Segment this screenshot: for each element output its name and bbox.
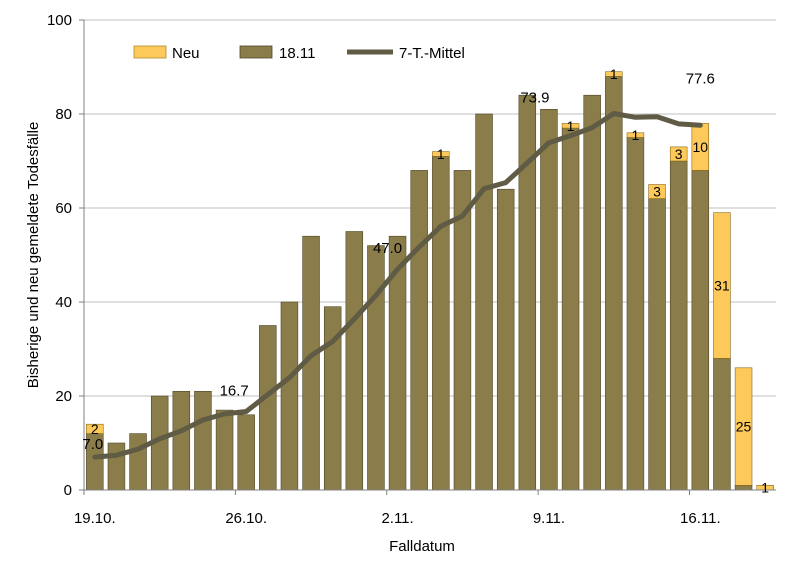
y-tick-label: 100 (47, 12, 72, 29)
bar-previous (172, 390, 191, 491)
legend-label-old: 18.11 (279, 45, 315, 62)
bar-previous (410, 170, 428, 491)
x-axis-title: Falldatum (389, 538, 455, 555)
moving-average-polyline (92, 111, 703, 460)
bar-new-label: 10 (693, 139, 709, 155)
bar-previous (648, 198, 666, 491)
bar-previous (432, 156, 450, 491)
y-tick-label: 80 (55, 106, 72, 123)
bar-previous (540, 109, 558, 491)
bar-new-label: 31 (714, 278, 730, 294)
legend-swatch-old (239, 45, 273, 59)
bar-previous (194, 390, 212, 491)
bar-previous (215, 409, 234, 491)
bar-new (713, 212, 731, 359)
bars (86, 71, 774, 491)
y-tick-label: 60 (55, 200, 72, 217)
legend-label-line: 7-T.-Mittel (399, 45, 465, 62)
bar-new-label: 25 (736, 419, 752, 435)
x-tick-label: 2.11. (381, 510, 413, 527)
bar-previous (605, 76, 623, 491)
bar-new-label: 1 (610, 66, 618, 82)
bar-new-label: 2 (91, 421, 99, 437)
bar-previous (237, 414, 255, 491)
moving-average-label: 16.7 (220, 383, 249, 400)
bar-previous (691, 170, 710, 491)
bar-new (669, 146, 688, 162)
bar-previous (561, 127, 580, 491)
bar-previous (107, 442, 126, 491)
bar-new-label: 1 (437, 146, 445, 162)
bar-previous (129, 433, 147, 491)
bar-previous (475, 113, 493, 491)
y-tick-label: 20 (55, 388, 72, 405)
legend-swatch-new (133, 45, 167, 59)
moving-average-label: 73.9 (520, 90, 549, 107)
moving-average-label: 77.6 (686, 70, 715, 87)
bar-new (648, 184, 666, 199)
bar-previous (583, 94, 601, 491)
moving-average-label: 47.0 (373, 240, 402, 257)
bar-new (86, 423, 104, 434)
y-tick-label: 0 (64, 482, 72, 499)
y-tick-labels: 0 20 40 60 80 100 (47, 12, 72, 499)
x-tick-label: 16.11. (680, 510, 721, 527)
x-tick-labels: 19.10. 26.10. 2.11. 9.11. 16.11. (74, 490, 721, 527)
bar-new-label: 3 (675, 146, 683, 162)
y-axis-title: Bisherige und neu gemeldete Todesfälle (25, 122, 42, 389)
x-tick-label: 19.10. (74, 510, 116, 527)
bar-previous (713, 358, 731, 491)
bar-previous (734, 484, 753, 491)
moving-average-label: 7.0 (82, 436, 103, 453)
bar-new-label: 1 (761, 480, 769, 496)
bar-new (561, 123, 580, 129)
bar-previous (367, 245, 385, 491)
x-tick-label: 26.10. (225, 510, 267, 527)
bar-new (432, 151, 450, 157)
bar-new (605, 71, 623, 77)
bar-previous (669, 160, 688, 491)
bar-new-label: 1 (567, 118, 575, 134)
bar-new-label: 3 (653, 184, 661, 200)
bar-previous (345, 231, 364, 491)
axes (83, 20, 776, 491)
bar-new (626, 132, 645, 138)
data-labels: 2 1 1 1 1 3 3 10 31 25 1 7.0 16.7 47.0 73.9 77.6 (82, 66, 769, 496)
bar-previous (626, 137, 645, 491)
legend-label-new: Neu (172, 45, 200, 62)
bar-new (734, 367, 753, 486)
bar-previous (280, 301, 299, 491)
moving-average-line (92, 111, 703, 460)
bar-previous (259, 325, 277, 491)
bar-previous (496, 188, 515, 491)
y-tick-label: 40 (55, 294, 72, 311)
x-tick-label: 9.11. (533, 510, 565, 527)
legend: Neu 18.11 7-T.-Mittel (133, 45, 465, 62)
bar-new-label: 1 (632, 127, 640, 143)
